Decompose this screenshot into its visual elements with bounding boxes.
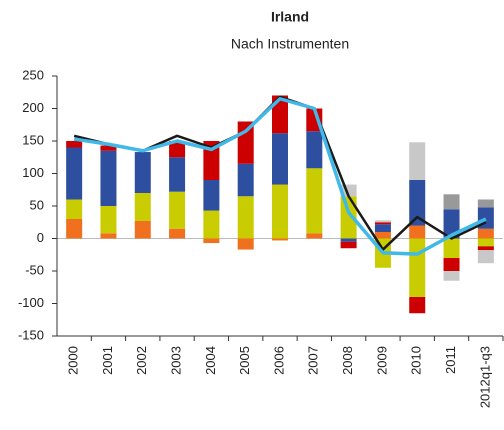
bar-segment xyxy=(340,196,357,239)
x-tick-label: 2005 xyxy=(237,346,252,375)
bar-segment xyxy=(477,246,494,251)
bar-segment xyxy=(443,238,460,258)
bar-segment xyxy=(443,209,460,239)
bar-segment xyxy=(134,193,151,221)
bar-segment xyxy=(443,194,460,210)
bar-segment xyxy=(477,250,494,264)
x-tick-label: 2001 xyxy=(100,346,115,375)
bar-segment xyxy=(134,220,151,239)
bar-segment xyxy=(66,219,83,239)
bar-segment xyxy=(340,184,357,197)
bar-segment xyxy=(374,224,391,232)
bar-segment xyxy=(306,233,323,239)
x-tick-label: 2009 xyxy=(374,346,389,375)
bar-segment xyxy=(100,233,117,239)
bar-segment xyxy=(374,220,391,223)
bar-segment xyxy=(169,157,186,192)
chart-subtitle: Nach Instrumenten xyxy=(231,36,349,52)
bar-segment xyxy=(203,210,220,239)
bar-segment xyxy=(443,271,460,281)
y-tick-label: -150 xyxy=(18,327,44,342)
bar-segment xyxy=(203,180,220,211)
bar-segment xyxy=(477,199,494,208)
bar-segment xyxy=(443,258,460,271)
bar-segment xyxy=(169,191,186,229)
bar-segment xyxy=(169,228,186,239)
bar-segment xyxy=(272,133,288,185)
bar-segment xyxy=(237,196,254,239)
x-tick-label: 2000 xyxy=(66,346,81,375)
bar-segment xyxy=(237,163,254,197)
bar-segment xyxy=(169,141,186,158)
bar-segment xyxy=(306,168,323,234)
y-tick-label: 150 xyxy=(22,132,44,147)
bar-segment xyxy=(340,238,357,242)
bar-segment xyxy=(100,145,117,151)
x-tick-label: 2008 xyxy=(340,346,355,375)
bar-segment xyxy=(374,222,391,225)
bar-segment xyxy=(477,238,494,247)
bar-segment xyxy=(272,184,288,239)
y-tick-label: 250 xyxy=(22,67,44,82)
bar-segment xyxy=(134,152,151,193)
bar-segment xyxy=(203,238,220,244)
y-tick-label: 0 xyxy=(37,230,44,245)
line-series xyxy=(73,97,487,256)
bar-segment xyxy=(477,228,494,239)
bar-segment xyxy=(306,131,323,169)
bar-segment xyxy=(66,141,83,148)
x-tick-label: 2002 xyxy=(134,346,149,375)
x-tick-label: 2003 xyxy=(169,346,184,375)
x-tick-label: 2007 xyxy=(306,346,321,375)
y-tick-label: 200 xyxy=(22,100,44,115)
x-tick-label: 2006 xyxy=(271,346,286,375)
bar-segment xyxy=(66,199,83,219)
y-tick-label: 100 xyxy=(22,165,44,180)
y-tick-label: 50 xyxy=(30,197,44,212)
bar-segment xyxy=(409,225,426,239)
bar-segment xyxy=(100,150,117,206)
x-tick-label: 2011 xyxy=(443,346,458,374)
bar-segment xyxy=(409,142,426,180)
bar-segment xyxy=(409,180,426,226)
x-tick-label: 2004 xyxy=(203,346,218,375)
x-tick-label: 2012q1-q3 xyxy=(477,346,492,408)
bar-segment xyxy=(66,147,83,200)
bar-segment xyxy=(272,238,288,241)
bar-segment xyxy=(409,238,426,297)
chart-title: Irland xyxy=(271,9,309,25)
bar-segment xyxy=(100,206,117,234)
x-tick-label: 2010 xyxy=(409,346,424,375)
bar-segment xyxy=(409,297,426,314)
y-tick-label: -50 xyxy=(25,262,44,277)
bar-segment xyxy=(340,241,357,249)
bar-segment xyxy=(237,238,254,250)
bar-segment xyxy=(203,141,220,180)
y-tick-label: -100 xyxy=(18,295,44,310)
bar-segment xyxy=(374,232,391,239)
